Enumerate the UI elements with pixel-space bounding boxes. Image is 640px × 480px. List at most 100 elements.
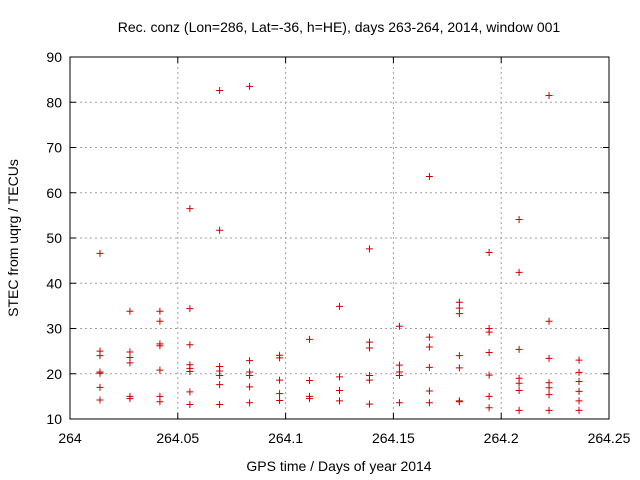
data-point <box>186 341 194 349</box>
x-tick-label: 264 <box>58 430 82 446</box>
y-tick-label: 80 <box>46 94 62 110</box>
data-point <box>216 381 224 389</box>
data-point <box>365 400 373 408</box>
data-point <box>575 368 583 376</box>
data-point <box>395 372 403 380</box>
data-point <box>216 372 224 380</box>
data-point <box>336 386 343 394</box>
data-point <box>246 357 254 365</box>
data-point <box>365 344 373 352</box>
data-point <box>96 369 104 377</box>
data-point <box>485 392 493 400</box>
data-point <box>455 398 463 406</box>
data-point <box>365 245 373 253</box>
data-point <box>306 335 314 343</box>
data-point <box>246 372 254 380</box>
data-point <box>156 317 164 325</box>
data-point <box>575 387 583 395</box>
data-point <box>485 328 493 336</box>
y-tick-label: 40 <box>46 275 62 291</box>
data-point <box>395 322 403 330</box>
y-tick-label: 30 <box>46 321 62 337</box>
data-point <box>96 383 104 391</box>
y-tick-label: 50 <box>46 230 62 246</box>
data-point <box>276 354 284 362</box>
data-point <box>246 399 254 407</box>
y-tick-label: 90 <box>46 49 62 65</box>
data-point <box>425 399 433 407</box>
x-tick-label: 264.2 <box>484 430 519 446</box>
data-point <box>575 356 583 364</box>
data-point <box>126 395 134 403</box>
data-point <box>455 310 463 318</box>
data-point <box>425 172 433 180</box>
data-point <box>545 391 553 399</box>
data-point <box>216 86 224 94</box>
data-point <box>485 248 493 256</box>
data-point <box>455 298 463 306</box>
data-point <box>276 390 284 398</box>
x-axis-label: GPS time / Days of year 2014 <box>246 458 431 474</box>
data-point <box>515 379 523 387</box>
data-point <box>126 359 134 367</box>
data-point <box>306 395 314 403</box>
data-point <box>575 406 583 414</box>
data-point <box>276 376 284 384</box>
data-point <box>156 398 164 406</box>
data-point <box>485 348 493 356</box>
data-point <box>485 404 493 412</box>
data-point <box>425 363 433 371</box>
y-tick-label: 70 <box>46 140 62 156</box>
data-point <box>365 338 373 346</box>
data-point <box>96 396 104 404</box>
data-point <box>515 386 523 394</box>
data-point <box>186 205 194 213</box>
data-point <box>216 401 224 409</box>
chart-title: Rec. conz (Lon=286, Lat=-36, h=HE), days… <box>118 19 561 35</box>
data-point <box>455 352 463 360</box>
data-point <box>425 333 433 341</box>
data-point <box>246 82 254 90</box>
x-tick-label: 264.25 <box>588 430 631 446</box>
data-point <box>395 399 403 407</box>
data-point <box>515 268 523 276</box>
data-point <box>545 354 553 362</box>
data-point <box>545 317 553 325</box>
data-point <box>545 91 553 99</box>
data-points <box>96 82 583 414</box>
data-point <box>156 307 164 315</box>
data-point <box>425 387 433 395</box>
x-tick-label: 264.05 <box>156 430 199 446</box>
data-point <box>336 373 343 381</box>
y-tick-labels: 10 20 30 40 50 60 70 80 90 <box>46 49 62 427</box>
x-tick-label: 264.15 <box>372 430 415 446</box>
data-point <box>575 377 583 385</box>
data-point <box>306 377 314 385</box>
data-point <box>515 215 523 223</box>
data-point <box>336 397 343 405</box>
data-point <box>545 384 553 392</box>
data-point <box>96 352 104 360</box>
data-point <box>126 307 134 315</box>
data-point <box>186 401 194 409</box>
data-point <box>485 371 493 379</box>
data-point <box>216 226 224 234</box>
grid-lines <box>70 57 609 419</box>
data-point <box>186 388 194 396</box>
x-tick-labels: 264 264.05 264.1 264.15 264.2 264.25 <box>58 430 630 446</box>
y-axis-label: STEC from uqrg / TECUs <box>5 159 21 317</box>
plot-frame <box>69 56 610 420</box>
y-tick-label: 10 <box>46 411 62 427</box>
data-point <box>365 376 373 384</box>
data-point <box>395 361 403 369</box>
data-point <box>515 406 523 414</box>
data-point <box>96 249 104 257</box>
y-tick-label: 20 <box>46 366 62 382</box>
data-point <box>186 367 194 375</box>
data-point <box>575 397 583 405</box>
data-point <box>276 396 284 404</box>
x-tick-label: 264.1 <box>268 430 303 446</box>
data-point <box>425 343 433 351</box>
data-point <box>246 383 254 391</box>
